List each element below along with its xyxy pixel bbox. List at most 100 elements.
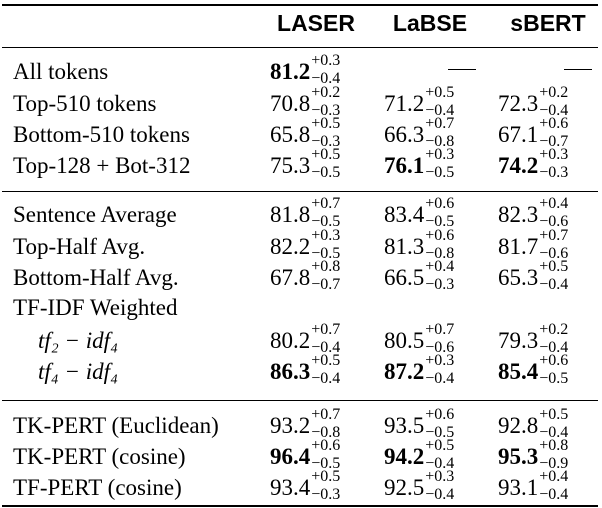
score-value: 95.3: [498, 444, 539, 469]
row-label: tf₄ − idf₄: [38, 359, 119, 384]
confidence-interval: +0.6 −0.5: [425, 195, 475, 231]
lower-bound: −0.5: [425, 213, 455, 230]
row-label: Bottom-510 tokens: [13, 122, 190, 147]
confidence-interval: +0.3 −0.5: [311, 227, 361, 263]
lower-bound: −0.7: [539, 133, 569, 150]
score-value: 82.2: [270, 234, 311, 259]
lower-bound: −0.7: [311, 276, 341, 293]
score-value: 79.3: [498, 328, 539, 353]
confidence-interval: +0.3 −0.4: [425, 468, 475, 504]
score-value: 92.5: [384, 475, 425, 500]
confidence-interval: +0.8 −0.9: [539, 437, 589, 473]
lower-bound: −0.3: [425, 276, 455, 293]
lower-bound: −0.5: [311, 164, 341, 181]
lower-bound: −0.4: [425, 486, 455, 503]
score-cell: 74.2 +0.3 −0.3: [498, 146, 589, 182]
confidence-interval: +0.7 −0.6: [425, 321, 475, 357]
lower-bound: −0.4: [539, 339, 569, 356]
upper-bound: +0.5: [311, 352, 341, 369]
dash-line: [564, 69, 592, 70]
score-cell: 87.2 +0.3 −0.4: [384, 352, 475, 388]
score-cell: 81.8 +0.7 −0.5: [270, 195, 361, 231]
upper-bound: +0.5: [311, 146, 341, 163]
score-value: 93.4: [270, 475, 311, 500]
score-cell: 92.8 +0.5 −0.4: [498, 406, 589, 442]
table-row: Sentence Average 81.8 +0.7 −0.5 83.4 +0.6 −0.5…: [2, 195, 598, 231]
score-cell: 81.7 +0.7 −0.6: [498, 227, 589, 263]
upper-bound: +0.8: [539, 437, 569, 454]
score-value: 81.8: [270, 202, 311, 227]
score-value: 80.5: [384, 328, 425, 353]
score-cell: 92.5 +0.3 −0.4: [384, 468, 475, 504]
score-cell: 70.8 +0.2 −0.3: [270, 84, 361, 120]
row-label: All tokens: [13, 59, 109, 84]
lower-bound: −0.4: [425, 370, 455, 387]
row-label: Sentence Average: [13, 202, 177, 227]
score-cell: 66.3 +0.7 −0.8: [384, 115, 475, 151]
score-value: 81.3: [384, 234, 425, 259]
lower-bound: −0.4: [539, 424, 569, 441]
lower-bound: −0.6: [425, 339, 455, 356]
lower-bound: −0.4: [311, 70, 341, 87]
lower-bound: −0.3: [311, 133, 341, 150]
table-row: Bottom-510 tokens 65.8 +0.5 −0.3 66.3 +0.7 −0.…: [2, 115, 598, 151]
score-cell: 85.4 +0.6 −0.5: [498, 352, 589, 388]
score-cell: 93.5 +0.6 −0.5: [384, 406, 475, 442]
score-cell: 83.4 +0.6 −0.5: [384, 195, 475, 231]
confidence-interval: +0.2 −0.4: [539, 84, 589, 120]
upper-bound: +0.6: [311, 437, 341, 454]
lower-bound: −0.5: [425, 164, 455, 181]
table-row: TK-PERT (cosine) 96.4 +0.6 −0.5 94.2 +0.5 −0.4…: [2, 437, 598, 473]
upper-bound: +0.6: [425, 227, 455, 244]
table-row: tf₄ − idf₄ 86.3 +0.5 −0.4 87.2 +0.3 −0.4 85.4 +0…: [2, 352, 598, 388]
score-value: 93.5: [384, 413, 425, 438]
lower-bound: −0.5: [425, 424, 455, 441]
score-value: 70.8: [270, 91, 311, 116]
score-cell: 81.2 +0.3 −0.4: [270, 52, 361, 88]
score-value: 96.4: [270, 444, 311, 469]
confidence-interval: +0.5 −0.4: [425, 437, 475, 473]
upper-bound: +0.5: [425, 437, 455, 454]
score-cell: 66.5 +0.4 −0.3: [384, 258, 475, 294]
header-sbert: sBERT: [510, 10, 586, 36]
score-value: 66.5: [384, 265, 425, 290]
score-value: 72.3: [498, 91, 539, 116]
confidence-interval: +0.3 −0.4: [425, 352, 475, 388]
upper-bound: +0.7: [311, 321, 341, 338]
dash-line: [448, 69, 476, 70]
empty-cell-dash: —: [558, 56, 598, 88]
score-cell: 82.2 +0.3 −0.5: [270, 227, 361, 263]
row-label: Top-510 tokens: [13, 91, 157, 116]
lower-bound: −0.4: [311, 339, 341, 356]
score-value: 92.8: [498, 413, 539, 438]
score-cell: 67.8 +0.8 −0.7: [270, 258, 361, 294]
lower-bound: −0.5: [311, 455, 341, 472]
score-cell: 80.5 +0.7 −0.6: [384, 321, 475, 357]
confidence-interval: +0.5 −0.4: [539, 258, 589, 294]
confidence-interval: +0.7 −0.4: [311, 321, 361, 357]
score-value: 74.2: [498, 153, 539, 178]
score-cell: 67.1 +0.6 −0.7: [498, 115, 589, 151]
upper-bound: +0.6: [425, 406, 455, 423]
score-value: 82.3: [498, 202, 539, 227]
score-value: 81.2: [270, 59, 311, 84]
confidence-interval: +0.6 −0.5: [425, 406, 475, 442]
upper-bound: +0.7: [539, 227, 569, 244]
upper-bound: +0.3: [425, 146, 455, 163]
upper-bound: +0.7: [425, 115, 455, 132]
upper-bound: +0.2: [539, 84, 569, 101]
table-row: Bottom-Half Avg. 67.8 +0.8 −0.7 66.5 +0.4 −0.3…: [2, 258, 598, 294]
confidence-interval: +0.3 −0.5: [425, 146, 475, 182]
confidence-interval: +0.5 −0.5: [311, 146, 361, 182]
table-row: TK-PERT (Euclidean) 93.2 +0.7 −0.8 93.5 +0.6−…: [2, 406, 598, 442]
upper-bound: +0.8: [311, 258, 341, 275]
upper-bound: +0.5: [311, 115, 341, 132]
upper-bound: +0.6: [539, 352, 569, 369]
score-value: 83.4: [384, 202, 425, 227]
score-value: 81.7: [498, 234, 539, 259]
lower-bound: −0.5: [311, 245, 341, 262]
lower-bound: −0.4: [425, 102, 455, 119]
score-value: 80.2: [270, 328, 311, 353]
confidence-interval: +0.7 −0.8: [311, 406, 361, 442]
table-row: Top-Half Avg. 82.2 +0.3 −0.5 81.3 +0.6 −0.8 81.…: [2, 227, 598, 263]
